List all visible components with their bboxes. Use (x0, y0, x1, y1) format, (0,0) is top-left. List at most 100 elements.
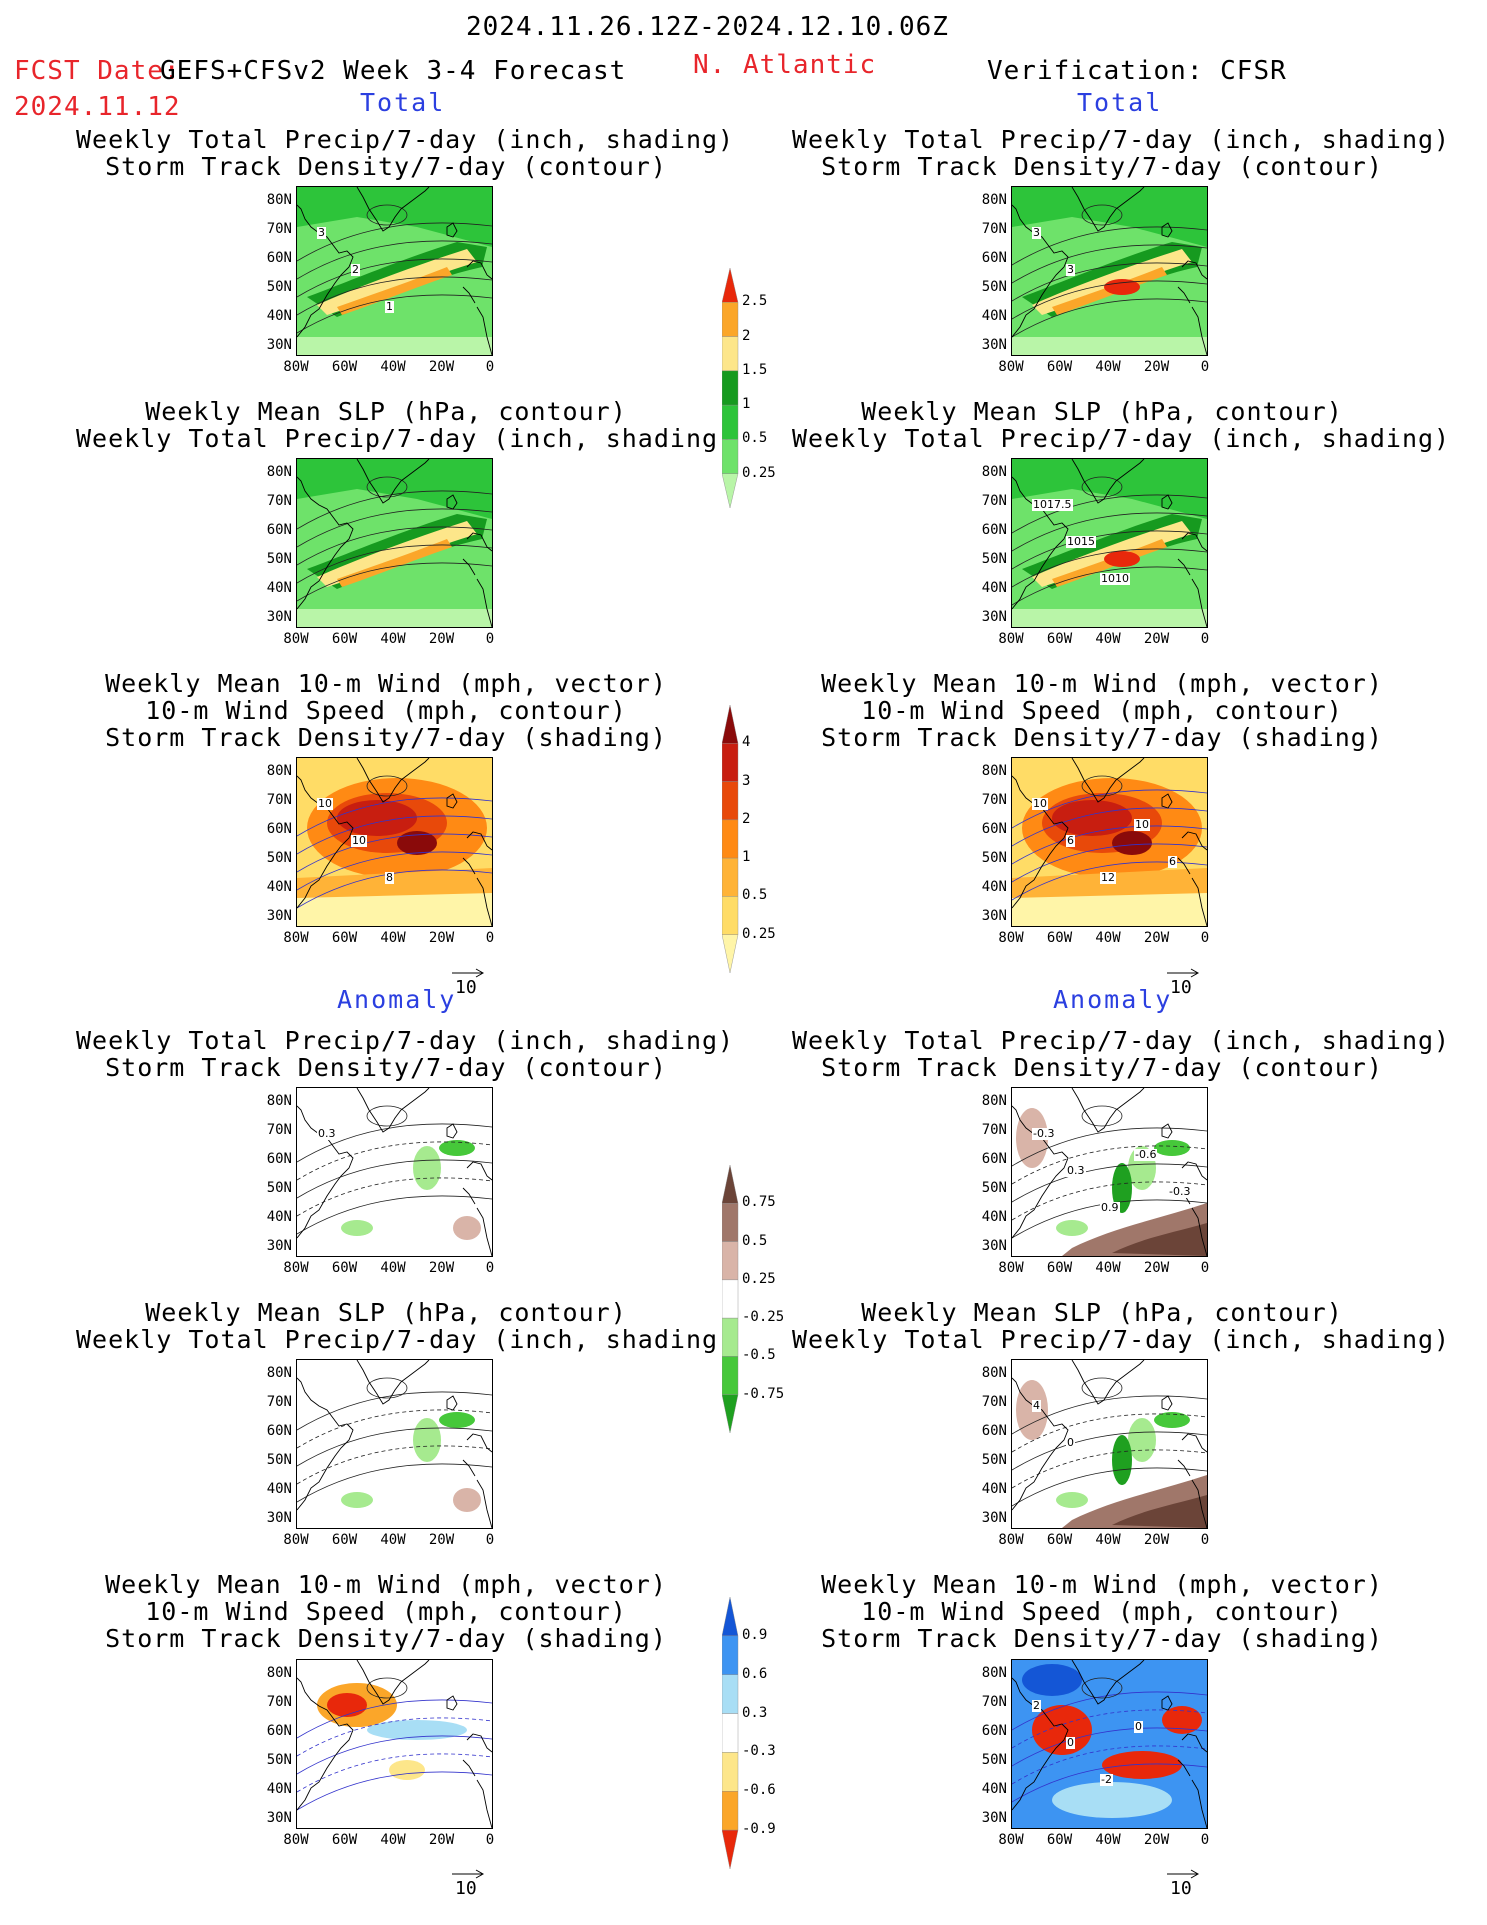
lat-tick-label: 40N (266, 879, 292, 895)
lon-tick-label: 20W (1143, 1832, 1170, 1848)
colorbar-label: 0.5 (742, 430, 768, 447)
colorbar-label: 2 (742, 810, 751, 827)
lat-tick-label: 50N (981, 850, 1007, 866)
panel-title-fc-total-slp: Weekly Mean SLP (hPa, contour) Weekly Tot… (76, 397, 735, 453)
contour-label: 4 (1032, 1399, 1041, 1412)
vector-ref-fc-total: 10 (452, 962, 486, 998)
lon-tick-label: 80W (998, 1532, 1024, 1548)
lon-tick-label: 40W (380, 930, 406, 946)
contour-label: -0.3 (1168, 1185, 1192, 1198)
contour-label: -0.3 (1032, 1127, 1056, 1140)
colorbar-label: 0.25 (742, 1270, 776, 1287)
arrow-right-icon (1167, 1869, 1200, 1879)
lat-tick-label: 50N (981, 551, 1007, 567)
lat-tick-label: 50N (981, 1752, 1007, 1768)
lat-tick-label: 40N (266, 1481, 292, 1497)
lat-tick-label: 30N (266, 1510, 292, 1526)
colorbar-label: 0.3 (742, 1704, 768, 1721)
colorbar-swatch (722, 1674, 739, 1714)
lon-tick-label: 60W (331, 1260, 358, 1276)
colorbar-swatch (722, 336, 739, 372)
lat-tick-label: 60N (981, 522, 1007, 538)
lon-tick-label: 40W (1095, 631, 1121, 647)
lon-tick-label: 60W (331, 1832, 358, 1848)
lat-tick-label: 80N (266, 1365, 292, 1381)
map-fc-total-slp (296, 458, 493, 628)
lat-tick-label: 70N (981, 221, 1007, 237)
contour-label: 3 (317, 226, 326, 239)
lat-tick-label: 80N (981, 192, 1007, 208)
lon-tick-label: 40W (380, 1532, 406, 1548)
contour-label: 1017.5 (1032, 498, 1073, 511)
lat-tick-label: 80N (266, 763, 292, 779)
contour-label: 0.9 (1100, 1201, 1120, 1214)
lon-tick-label: 80W (998, 930, 1024, 946)
lon-tick-label: 40W (380, 1832, 406, 1848)
contour-label: 1015 (1066, 535, 1096, 548)
vector-ref-ob-total: 10 (1167, 962, 1201, 998)
lat-tick-label: 40N (981, 580, 1007, 596)
colorbar-swatch (722, 896, 739, 935)
contour-label: 0.3 (317, 1127, 337, 1140)
lon-tick-label: 0 (1200, 631, 1210, 647)
lat-tick-label: 30N (981, 337, 1007, 353)
colorbar-label: -0.25 (742, 1309, 785, 1326)
contour-label: 10 (351, 834, 367, 847)
vector-ref-fc-anom: 10 (452, 1863, 486, 1899)
colorbar-label: -0.75 (742, 1385, 785, 1402)
panel-title-fc-total-precip: Weekly Total Precip/7-day (inch, shading… (76, 125, 735, 181)
section-total-left: Total (360, 88, 446, 117)
arrow-right-icon (452, 1869, 485, 1879)
map-ob-anom-storm: -0.3 0.3 0.9 -0.6 -0.3 (1011, 1087, 1208, 1257)
lat-tick-label: 60N (266, 522, 292, 538)
lon-tick-label: 80W (998, 1832, 1024, 1848)
lat-tick-label: 80N (981, 1093, 1007, 1109)
lon-tick-label: 20W (1143, 1260, 1170, 1276)
colorbar-swatch (722, 857, 739, 897)
map-fc-anom-storm: 0.3 (296, 1087, 493, 1257)
lon-tick-label: 20W (428, 1260, 455, 1276)
colorbar-swatch (722, 705, 739, 744)
lon-tick-label: 40W (1095, 930, 1121, 946)
lat-tick-label: 30N (981, 1510, 1007, 1526)
colorbar-swatch (722, 473, 739, 508)
lon-tick-label: 60W (331, 359, 358, 375)
section-total-right: Total (1077, 88, 1163, 117)
fcst-date-label: FCST Date: (14, 56, 181, 86)
lat-tick-label: 50N (266, 279, 292, 295)
lat-tick-label: 50N (981, 1452, 1007, 1468)
lon-tick-label: 0 (1200, 1260, 1210, 1276)
lat-tick-label: 70N (981, 493, 1007, 509)
lat-tick-label: 70N (981, 1694, 1007, 1710)
lat-tick-label: 40N (981, 1481, 1007, 1497)
contour-label: 3 (1032, 226, 1041, 239)
lat-tick-label: 40N (266, 1209, 292, 1225)
colorbar-swatch (722, 934, 739, 973)
lat-tick-label: 30N (981, 1238, 1007, 1254)
colorbar-swatch (722, 439, 739, 474)
panel-title-fc-anom-wind: Weekly Mean 10-m Wind (mph, vector) 10-m … (105, 1570, 667, 1653)
model-title: GEFS+CFSv2 Week 3-4 Forecast (160, 56, 627, 86)
lon-tick-label: 0 (485, 359, 495, 375)
colorbar-label: -0.9 (742, 1821, 776, 1838)
contour-label: -2 (1100, 1773, 1113, 1786)
map-fc-total-storm: 3 2 1 (296, 186, 493, 356)
colorbar-label: 0.25 (742, 925, 776, 942)
panel-title-ob-total-precip: Weekly Total Precip/7-day (inch, shading… (792, 125, 1451, 181)
lat-tick-label: 50N (981, 279, 1007, 295)
lat-tick-label: 50N (266, 551, 292, 567)
lon-tick-label: 20W (1143, 359, 1170, 375)
colorbar-swatch (722, 781, 739, 821)
lon-tick-label: 60W (1046, 930, 1073, 946)
lon-tick-label: 60W (331, 631, 358, 647)
lat-tick-label: 30N (981, 908, 1007, 924)
lon-tick-label: 80W (283, 1832, 309, 1848)
lat-tick-label: 60N (981, 1723, 1007, 1739)
arrow-right-icon (1167, 968, 1200, 978)
lat-tick-label: 50N (266, 850, 292, 866)
colorbar-swatch (722, 1829, 739, 1869)
contour-label: 0 (1134, 1720, 1143, 1733)
colorbar-swatch (722, 370, 739, 406)
colorbar-label: -0.5 (742, 1347, 776, 1364)
colorbar-label: -0.3 (742, 1743, 776, 1760)
